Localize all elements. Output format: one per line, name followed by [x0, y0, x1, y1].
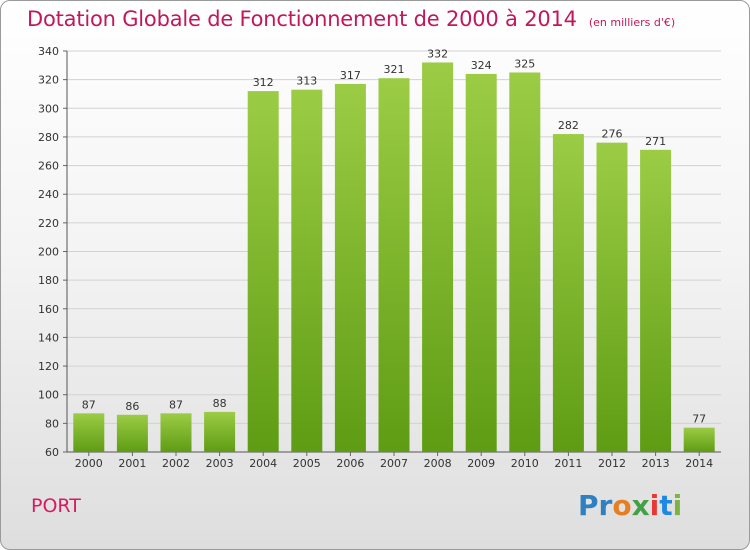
- x-tick-label: 2005: [293, 457, 321, 470]
- bar: [73, 413, 105, 452]
- bar: [552, 134, 584, 453]
- labels: 60 80 100 120 140 160 180 200 220 240 260 280 300 320…: [38, 45, 713, 470]
- bar: [465, 73, 497, 453]
- bar-value-label: 77: [692, 413, 706, 426]
- x-tick-label: 2008: [424, 457, 452, 470]
- x-tick-label: 2002: [162, 457, 190, 470]
- x-tick-label: 2011: [554, 457, 582, 470]
- y-tick-label: 180: [38, 274, 59, 287]
- bar-value-label: 276: [602, 128, 623, 141]
- bar-value-label: 313: [296, 75, 317, 88]
- bar: [160, 413, 192, 452]
- y-tick-label: 140: [38, 331, 59, 344]
- y-tick-label: 260: [38, 160, 59, 173]
- bar-value-label: 324: [471, 59, 492, 72]
- bar-value-label: 87: [169, 398, 183, 411]
- y-tick-label: 240: [38, 188, 59, 201]
- bar-value-label: 87: [82, 398, 96, 411]
- x-tick-label: 2006: [336, 457, 364, 470]
- bar: [596, 142, 628, 452]
- bar: [116, 414, 148, 452]
- logo-letter: r: [598, 489, 613, 522]
- bar-value-label: 312: [253, 76, 274, 89]
- y-tick-label: 340: [38, 45, 59, 58]
- place-name: PORT: [31, 495, 81, 517]
- bar: [422, 62, 454, 452]
- bar-value-label: 282: [558, 119, 579, 132]
- y-tick-label: 220: [38, 217, 59, 230]
- x-tick-label: 2004: [249, 457, 277, 470]
- x-tick-label: 2000: [75, 457, 103, 470]
- bar: [640, 149, 672, 452]
- bar: [683, 427, 715, 452]
- y-tick-label: 80: [45, 417, 59, 430]
- logo-letter: i: [649, 489, 660, 522]
- y-tick-label: 280: [38, 131, 59, 144]
- title-block: Dotation Globale de Fonctionnement de 20…: [27, 7, 675, 31]
- bar: [509, 72, 541, 452]
- y-tick-label: 100: [38, 389, 59, 402]
- proxiti-logo: Proxiti: [578, 489, 682, 522]
- x-tick-label: 2010: [511, 457, 539, 470]
- y-tick-label: 120: [38, 360, 59, 373]
- x-tick-label: 2003: [206, 457, 234, 470]
- bar-value-label: 271: [645, 135, 666, 148]
- logo-letter: o: [612, 489, 632, 522]
- y-tick-label: 300: [38, 102, 59, 115]
- x-tick-label: 2009: [467, 457, 495, 470]
- bars: [73, 62, 715, 453]
- x-tick-label: 2012: [598, 457, 626, 470]
- chart-title: Dotation Globale de Fonctionnement de 20…: [27, 7, 577, 31]
- x-tick-label: 2007: [380, 457, 408, 470]
- x-tick-label: 2014: [685, 457, 713, 470]
- bar-value-label: 86: [125, 400, 139, 413]
- bar-value-label: 88: [213, 397, 227, 410]
- logo-letter: x: [631, 489, 650, 522]
- bar-value-label: 332: [427, 47, 448, 60]
- bar-value-label: 317: [340, 69, 361, 82]
- bar: [291, 89, 323, 453]
- logo-letter: P: [578, 489, 599, 522]
- logo-letter: i: [672, 489, 683, 522]
- x-tick-label: 2013: [642, 457, 670, 470]
- bar: [247, 91, 279, 452]
- bar: [378, 78, 410, 452]
- y-tick-label: 160: [38, 303, 59, 316]
- logo-letter: t: [659, 489, 673, 522]
- y-tick-label: 320: [38, 74, 59, 87]
- x-tick-label: 2001: [118, 457, 146, 470]
- chart-unit: (en milliers d'€): [588, 16, 676, 29]
- bar-value-label: 321: [384, 63, 405, 76]
- bar: [204, 411, 236, 452]
- bar: [334, 83, 366, 453]
- y-tick-label: 60: [45, 446, 59, 459]
- bar-value-label: 325: [514, 57, 535, 70]
- y-tick-label: 200: [38, 246, 59, 259]
